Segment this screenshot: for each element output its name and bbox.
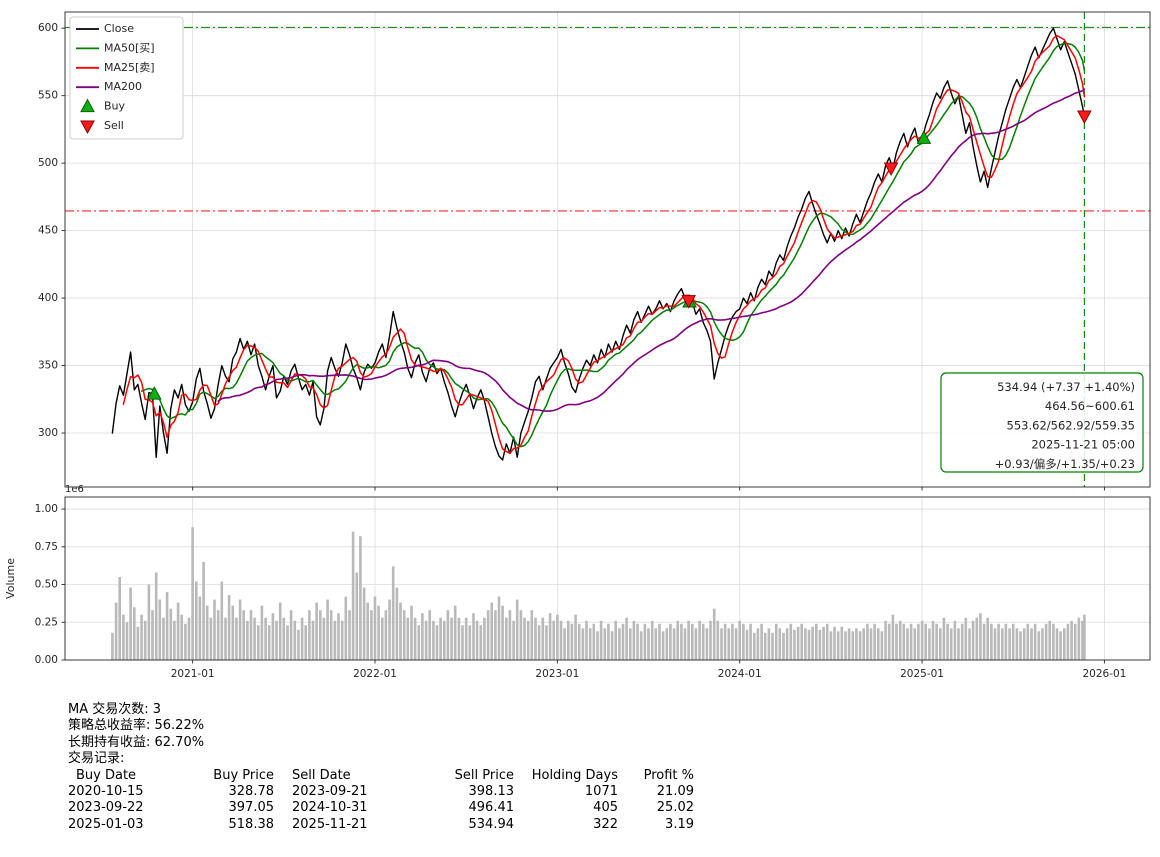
price-volume-chart: 300 350 400 450 500 550 600 2021-01 2022-01 2023-… xyxy=(4,11,1151,680)
trades-cell: 328.78 xyxy=(228,784,275,800)
trades-table: Buy Date Buy Price Sell Date Sell Price Hold… xyxy=(68,768,694,834)
trades-cell: 518.38 xyxy=(228,816,275,832)
price-y-tick-label: 450 xyxy=(38,225,58,237)
trades-cell: 397.05 xyxy=(228,800,275,816)
ma50-line xyxy=(140,42,1086,448)
trades-cell: 21.09 xyxy=(656,784,694,800)
volume-y-tick-label: 1.00 xyxy=(35,503,58,515)
legend-sell-label: Sell xyxy=(104,119,124,132)
volume-y-tick-label: 0.25 xyxy=(35,616,58,628)
legend-ma25-label: MA25[卖] xyxy=(104,61,155,74)
trades-header-cell: Buy Date xyxy=(76,767,137,783)
trades-cell: 2023-09-22 xyxy=(68,800,144,816)
volume-y-tick-label: 0.50 xyxy=(35,579,58,591)
x-tick-label: 2022-01 xyxy=(353,668,397,680)
trades-cell: 3.19 xyxy=(665,816,694,832)
price-y-tick-label: 550 xyxy=(38,90,58,102)
x-tick-label: 2026-01 xyxy=(1082,668,1126,680)
annotation-line: 2025-11-21 05:00 xyxy=(1031,438,1135,452)
price-y-tick-label: 400 xyxy=(38,292,58,304)
legend-buy-swatch xyxy=(80,98,95,113)
price-y-tick-label: 300 xyxy=(38,427,58,439)
stat-hold-return: 长期持有收益: 62.70% xyxy=(68,734,205,750)
grid-lines xyxy=(65,12,1150,661)
ma200-line xyxy=(217,88,1086,412)
annotation-box xyxy=(940,372,1144,473)
legend-close-label: Close xyxy=(104,22,134,35)
trades-row: 2023-09-22 397.05 2024-10-31 496.41 405 25.02 xyxy=(68,800,694,816)
price-axes-box xyxy=(64,11,1151,488)
legend: Close MA50[买] MA25[卖] MA200 Buy Sell xyxy=(69,16,184,140)
trades-header-cell: Sell Price xyxy=(454,767,514,783)
trades-header-row: Buy Date Buy Price Sell Date Sell Price Hold… xyxy=(68,768,694,784)
sell-marker xyxy=(681,295,696,309)
sell-marker xyxy=(883,162,899,177)
trades-cell: 25.02 xyxy=(656,800,694,816)
annotation-line: 534.94 (+7.37 +1.40%) xyxy=(997,380,1135,394)
close-line xyxy=(111,27,1086,461)
trades-header-cell: Holding Days xyxy=(531,767,618,783)
trades-row: 2020-10-15 328.78 2023-09-21 398.13 1071 21.0… xyxy=(68,784,694,800)
trades-cell: 2024-10-31 xyxy=(292,800,368,816)
buy-marker xyxy=(916,130,932,144)
trades-header-cell: Buy Price xyxy=(213,767,274,783)
strategy-stats: MA 交易次数: 3 策略总收益率: 56.22% 长期持有收益: 62.70%… xyxy=(68,702,1160,833)
axes: 300 350 400 450 500 550 600 2021-01 2022-01 2023-… xyxy=(4,11,1151,680)
trades-cell: 2025-11-21 xyxy=(292,816,368,832)
x-tick-label: 2024-01 xyxy=(718,668,762,680)
trades-cell: 2025-01-03 xyxy=(68,816,144,832)
volume-bars xyxy=(111,527,1086,660)
volume-y-tick-label: 0.75 xyxy=(35,541,58,553)
trades-cell: 2023-09-21 xyxy=(292,784,368,800)
legend-ma200-label: MA200 xyxy=(104,80,142,93)
x-tick-label: 2021-01 xyxy=(171,668,215,680)
buy-marker xyxy=(147,386,162,400)
price-y-tick-label: 350 xyxy=(38,360,58,372)
x-tick-label: 2023-01 xyxy=(535,668,579,680)
trades-cell: 398.13 xyxy=(468,784,515,800)
trades-row: 2025-01-03 518.38 2025-11-21 534.94 322 3.19 xyxy=(68,817,694,833)
stat-trades-title: 交易记录: xyxy=(68,751,125,767)
stat-strategy-return: 策略总收益率: 56.22% xyxy=(68,718,205,734)
trades-header-cell: Profit % xyxy=(643,767,694,783)
annotation-line: 464.56~600.61 xyxy=(1045,399,1135,413)
trades-header-cell: Sell Date xyxy=(292,767,351,783)
volume-axes-box xyxy=(64,496,1151,661)
legend-sell-swatch xyxy=(80,120,95,135)
sell-marker xyxy=(1077,110,1092,125)
annotation-line: 553.62/562.92/559.35 xyxy=(1007,418,1135,432)
info-annotation: 534.94 (+7.37 +1.40%) 464.56~600.61 553.62… xyxy=(940,372,1144,473)
trade-markers xyxy=(147,110,1092,400)
stat-trade-count: MA 交易次数: 3 xyxy=(68,702,162,717)
volume-y-tick-label: 0.00 xyxy=(35,654,58,666)
annotation-line: +0.93/偏多/+1.35/+0.23 xyxy=(995,457,1135,471)
trades-cell: 2020-10-15 xyxy=(68,784,144,800)
trades-cell: 534.94 xyxy=(468,816,515,832)
legend-buy-label: Buy xyxy=(104,100,126,113)
trades-cell: 322 xyxy=(593,816,618,832)
legend-ma50-label: MA50[买] xyxy=(104,41,155,54)
volume-offset-label: 1e6 xyxy=(65,484,84,495)
trades-cell: 1071 xyxy=(584,784,618,800)
x-tick-label: 2025-01 xyxy=(900,668,944,680)
price-y-tick-label: 500 xyxy=(38,157,58,169)
volume-ylabel: Volume xyxy=(4,558,17,599)
price-y-tick-label: 600 xyxy=(38,22,58,34)
trades-cell: 405 xyxy=(593,800,618,816)
trades-cell: 496.41 xyxy=(468,800,515,816)
series-lines xyxy=(111,27,1086,461)
